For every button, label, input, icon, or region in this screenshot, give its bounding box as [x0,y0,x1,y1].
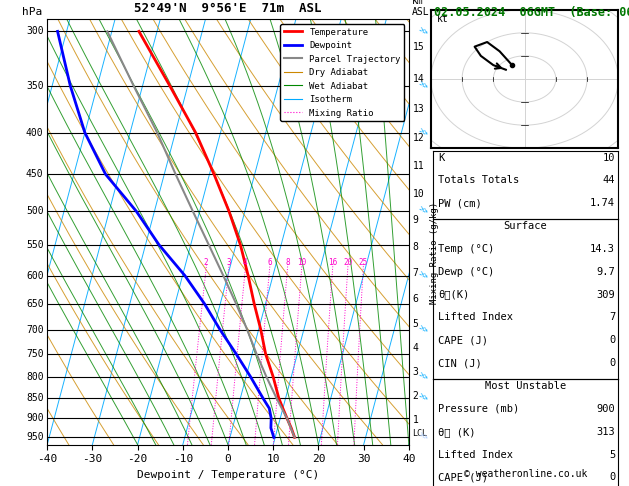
Text: >>: >> [416,126,429,139]
Text: K: K [438,153,444,163]
Text: Temp (°C): Temp (°C) [438,244,494,254]
Text: Surface: Surface [504,221,547,231]
Text: 2: 2 [204,259,208,267]
Text: 13: 13 [413,104,424,114]
Text: 11: 11 [413,161,424,171]
Text: 550: 550 [26,240,43,250]
Text: 900: 900 [596,404,615,414]
Text: 750: 750 [26,349,43,359]
Text: 20: 20 [343,259,352,267]
Text: >>: >> [416,392,429,404]
Text: 500: 500 [26,206,43,216]
Text: 950: 950 [26,433,43,442]
Text: kt: kt [437,14,448,24]
Text: 650: 650 [26,299,43,309]
Text: 10: 10 [413,189,424,199]
Text: CAPE (J): CAPE (J) [438,335,487,346]
Text: 900: 900 [26,413,43,423]
Text: 16: 16 [328,259,337,267]
Text: Lifted Index: Lifted Index [438,312,513,323]
Text: PW (cm): PW (cm) [438,198,482,208]
Text: >>: >> [416,269,429,282]
Text: 3: 3 [226,259,231,267]
Text: 350: 350 [26,81,43,91]
Text: 12: 12 [413,133,424,143]
Text: 0: 0 [609,472,615,483]
Text: 14.3: 14.3 [590,244,615,254]
Text: Totals Totals: Totals Totals [438,175,519,186]
Text: 14: 14 [413,73,424,84]
Text: θᴄ (K): θᴄ (K) [438,427,476,437]
Text: Pressure (mb): Pressure (mb) [438,404,519,414]
Text: 7: 7 [609,312,615,323]
Text: 1: 1 [413,415,418,425]
Text: 2: 2 [413,391,418,401]
Legend: Temperature, Dewpoint, Parcel Trajectory, Dry Adiabat, Wet Adiabat, Isotherm, Mi: Temperature, Dewpoint, Parcel Trajectory… [281,24,404,122]
Text: hPa: hPa [22,7,42,17]
Text: 5: 5 [413,319,418,329]
Text: 25: 25 [359,259,368,267]
Text: >>: >> [416,431,429,444]
Text: 4: 4 [243,259,248,267]
Text: 300: 300 [26,26,43,36]
Text: 8: 8 [413,243,418,252]
Text: θᴄ(K): θᴄ(K) [438,290,469,300]
Text: 313: 313 [596,427,615,437]
Text: Mixing Ratio (g/kg): Mixing Ratio (g/kg) [430,202,438,304]
Text: 8: 8 [285,259,290,267]
Text: 6: 6 [413,294,418,304]
Text: >>: >> [416,323,429,336]
Text: 450: 450 [26,169,43,179]
Text: 600: 600 [26,271,43,280]
Text: 0: 0 [609,335,615,346]
Text: >>: >> [416,79,429,92]
Text: >>: >> [416,370,429,383]
Text: Lifted Index: Lifted Index [438,450,513,460]
Text: 800: 800 [26,372,43,382]
Text: 6: 6 [267,259,272,267]
Text: Most Unstable: Most Unstable [485,381,566,391]
Text: 10: 10 [297,259,306,267]
Text: 9: 9 [413,215,418,226]
Text: 4: 4 [413,343,418,353]
Text: LCL: LCL [413,429,428,438]
Text: 3: 3 [413,367,418,378]
Text: 400: 400 [26,128,43,138]
Text: © weatheronline.co.uk: © weatheronline.co.uk [464,469,587,479]
X-axis label: Dewpoint / Temperature (°C): Dewpoint / Temperature (°C) [137,470,319,480]
Text: CIN (J): CIN (J) [438,358,482,368]
Text: km
ASL: km ASL [412,0,430,17]
Text: 7: 7 [413,268,418,278]
Text: >>: >> [416,25,429,38]
Text: 9.7: 9.7 [596,267,615,277]
Text: >>: >> [416,205,429,218]
Text: 1.74: 1.74 [590,198,615,208]
Text: 0: 0 [609,358,615,368]
Text: 700: 700 [26,325,43,335]
Text: CAPE (J): CAPE (J) [438,472,487,483]
Text: 52°49'N  9°56'E  71m  ASL: 52°49'N 9°56'E 71m ASL [134,1,322,15]
Text: 5: 5 [609,450,615,460]
Text: Dewp (°C): Dewp (°C) [438,267,494,277]
Text: 44: 44 [603,175,615,186]
Text: 15: 15 [413,42,424,52]
Text: 02.05.2024  06GMT  (Base: 06): 02.05.2024 06GMT (Base: 06) [434,6,629,19]
Text: 10: 10 [603,153,615,163]
Text: 309: 309 [596,290,615,300]
Text: 850: 850 [26,393,43,403]
